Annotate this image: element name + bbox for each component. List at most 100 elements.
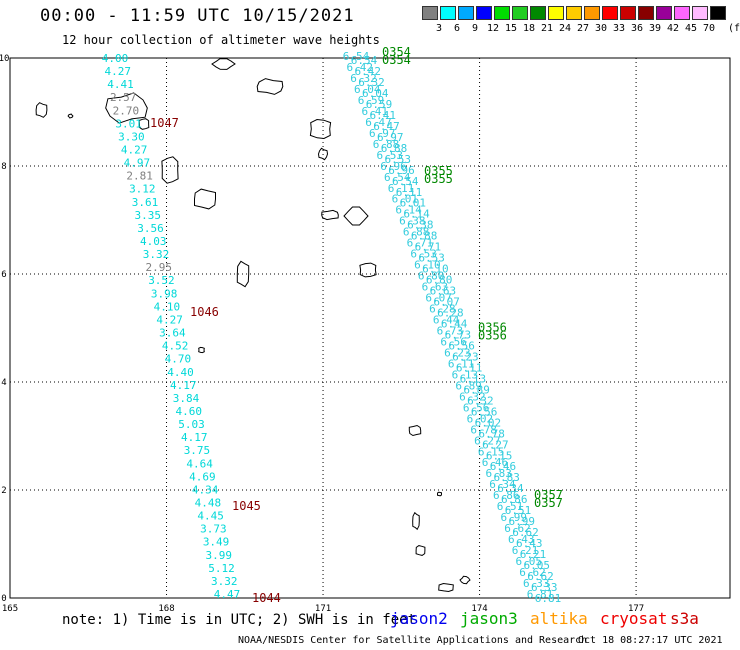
legend-swatch [602, 6, 618, 20]
wave-height-reading: 6.96 [388, 164, 415, 177]
wave-height-reading: 6.53 [410, 248, 437, 261]
lat-tick-label: 4 [1, 378, 6, 388]
wave-height-reading: 6.05 [523, 559, 550, 572]
wave-height-reading: 6.62 [519, 566, 546, 579]
legend-swatch [566, 6, 582, 20]
legend-label: 70 [702, 23, 716, 34]
wave-height-reading: 4.47 [214, 588, 241, 601]
wave-height-reading: 6.44 [433, 314, 460, 327]
wave-height-reading: 3.52 [148, 274, 175, 287]
island-outline [236, 260, 250, 288]
wave-height-reading: 6.56 [448, 339, 475, 352]
credit-text: NOAA/NESDIS Center for Satellite Applica… [238, 635, 588, 646]
footer-note: note: 1) Time is in UTC; 2) SWH is in fe… [62, 612, 417, 628]
legend-swatch [440, 6, 456, 20]
wave-height-reading: 3.32 [211, 575, 238, 588]
wave-height-reading: 6.46 [482, 456, 509, 469]
wave-height-reading: 4.69 [189, 470, 216, 483]
wave-height-reading: 6.34 [497, 482, 524, 495]
wave-height-reading: 6.80 [426, 274, 453, 287]
legend-swatch [548, 6, 564, 20]
legend-label: 18 [522, 23, 536, 34]
island-outline [256, 78, 284, 95]
wave-height-reading: 6.80 [418, 270, 445, 283]
wave-height-reading: 6.71 [415, 241, 442, 254]
legend-unit: (ft) [728, 23, 740, 34]
legend-label: 9 [471, 23, 479, 34]
wave-height-reading: 4.17 [181, 431, 208, 444]
wave-height-reading: 4.00 [102, 52, 129, 65]
wave-height-reading: 4.70 [165, 353, 192, 366]
wave-height-reading: 4.45 [197, 510, 224, 523]
lon-tick-label: 165 [2, 604, 18, 614]
lon-tick-label: 177 [628, 604, 644, 614]
wave-height-reading: 6.21 [520, 548, 547, 561]
wave-height-reading: 6.27 [474, 434, 501, 447]
wave-height-reading: 4.27 [156, 313, 183, 326]
wave-height-reading: 6.11 [448, 357, 475, 370]
legend-swatch [458, 6, 474, 20]
wave-height-reading: 6.32 [467, 394, 494, 407]
wave-height-reading: 6.97 [377, 131, 404, 144]
wave-height-reading: 6.23 [444, 346, 471, 359]
wave-height-reading: 6.38 [407, 219, 434, 232]
wave-height-reading: 6.54 [343, 50, 370, 63]
wave-height-reading: 4.52 [162, 340, 189, 353]
legend-label: 27 [576, 23, 590, 34]
wave-height-reading: 4.34 [192, 483, 219, 496]
wave-height-reading: 4.27 [121, 144, 148, 157]
wave-height-reading: 6.88 [411, 230, 438, 243]
wave-height-reading: 6.81 [535, 592, 562, 605]
lon-tick-label: 171 [315, 604, 331, 614]
satellite-label: s3a [670, 609, 699, 628]
island-outline [161, 156, 179, 184]
legend-swatch [494, 6, 510, 20]
wave-height-reading: 3.99 [206, 549, 233, 562]
legend-swatch [710, 6, 726, 20]
wave-height-reading: 4.17 [170, 379, 197, 392]
wave-height-reading: 6.42 [355, 65, 382, 78]
wave-height-reading: 6.41 [370, 109, 397, 122]
legend-swatch [674, 6, 690, 20]
wave-height-reading: 6.15 [478, 445, 505, 458]
wave-height-reading: 3.35 [135, 209, 162, 222]
wave-height-reading: 3.32 [143, 248, 170, 261]
island-outline [211, 58, 236, 70]
wave-height-reading: 6.54 [351, 54, 378, 67]
wave-height-reading: 6.54 [384, 171, 411, 184]
wave-height-reading: 4.60 [176, 405, 203, 418]
wave-height-reading: 6.62 [512, 526, 539, 539]
wave-height-reading: 6.02 [475, 416, 502, 429]
credit-timestamp: Oct 18 08:27:17 UTC 2021 [578, 635, 723, 646]
wave-height-reading: 6.53 [377, 149, 404, 162]
wave-height-reading: 6.96 [380, 160, 407, 173]
wave-height-reading: 4.03 [140, 235, 167, 248]
lat-tick-label: 8 [1, 162, 6, 172]
lat-tick-label: 6 [1, 270, 6, 280]
wave-height-reading: 6.28 [437, 307, 464, 320]
wave-height-reading: 6.63 [430, 285, 457, 298]
legend-swatch [656, 6, 672, 20]
legend-swatch [584, 6, 600, 20]
pass-time-label: 0354 [382, 45, 411, 59]
wave-height-reading: 6.41 [362, 105, 389, 118]
wave-height-reading: 3.61 [132, 196, 159, 209]
wave-height-reading: 6.10 [414, 259, 441, 272]
wave-height-reading: 6.21 [512, 544, 539, 557]
lon-tick-label: 174 [471, 604, 487, 614]
island-outline [412, 511, 420, 531]
island-outline [138, 118, 150, 130]
wave-height-reading: 4.27 [104, 65, 131, 78]
wave-height-reading: 4.64 [186, 457, 213, 470]
wave-height-reading: 6.62 [504, 522, 531, 535]
island-outline [321, 209, 339, 221]
island-outline [437, 491, 442, 497]
wave-height-reading: 3.01 [115, 117, 142, 130]
legend-label: 45 [684, 23, 698, 34]
satellite-label: jason3 [460, 609, 518, 628]
wave-height-reading: 6.14 [395, 204, 422, 217]
legend-swatch [530, 6, 546, 20]
legend-swatch [620, 6, 636, 20]
pass-time-label: 0354 [382, 53, 411, 67]
